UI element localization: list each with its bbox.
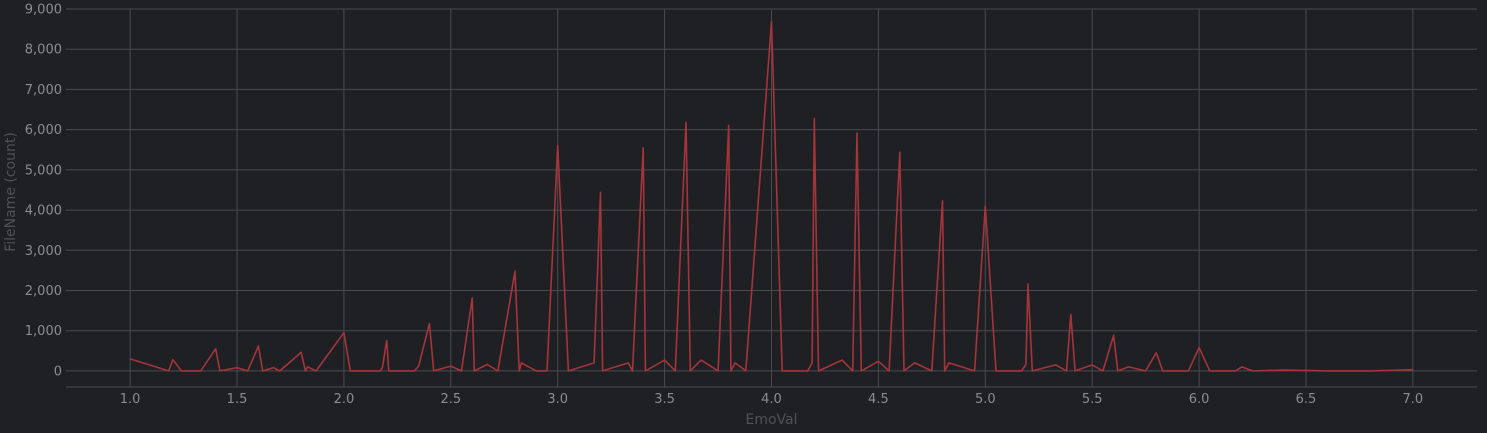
x-axis-title: EmoVal — [745, 412, 797, 428]
y-tick-label: 3,000 — [25, 244, 62, 259]
x-tick-label: 6.5 — [1296, 392, 1317, 407]
x-tick-label: 2.5 — [440, 392, 461, 407]
x-tick-label: 1.0 — [120, 392, 141, 407]
x-tick-label: 5.0 — [975, 392, 996, 407]
y-tick-label: 6,000 — [25, 123, 62, 138]
y-tick-label: 0 — [54, 364, 62, 379]
y-tick-label: 1,000 — [25, 324, 62, 339]
x-tick-label: 6.0 — [1189, 392, 1210, 407]
y-tick-label: 9,000 — [25, 3, 62, 18]
x-tick-label: 7.0 — [1403, 392, 1424, 407]
y-tick-label: 8,000 — [25, 43, 62, 58]
series-line — [129, 20, 1413, 372]
x-tick-label: 2.0 — [334, 392, 355, 407]
grid-layer — [66, 8, 1477, 388]
y-tick-label: 4,000 — [25, 204, 62, 219]
tick-layer: 0 1,000 2,000 3,000 4,000 5,000 6,000 7,000 8,00… — [25, 3, 1423, 408]
x-tick-label: 3.5 — [654, 392, 675, 407]
x-tick-label: 1.5 — [227, 392, 248, 407]
x-tick-label: 3.0 — [547, 392, 568, 407]
x-tick-label: 5.5 — [1082, 392, 1103, 407]
series-layer — [129, 20, 1413, 372]
y-tick-label: 2,000 — [25, 284, 62, 299]
y-tick-label: 7,000 — [25, 83, 62, 98]
y-tick-label: 5,000 — [25, 163, 62, 178]
x-tick-label: 4.5 — [868, 392, 889, 407]
y-axis-title: FileName (count) — [3, 132, 19, 252]
x-tick-label: 4.0 — [761, 392, 782, 407]
